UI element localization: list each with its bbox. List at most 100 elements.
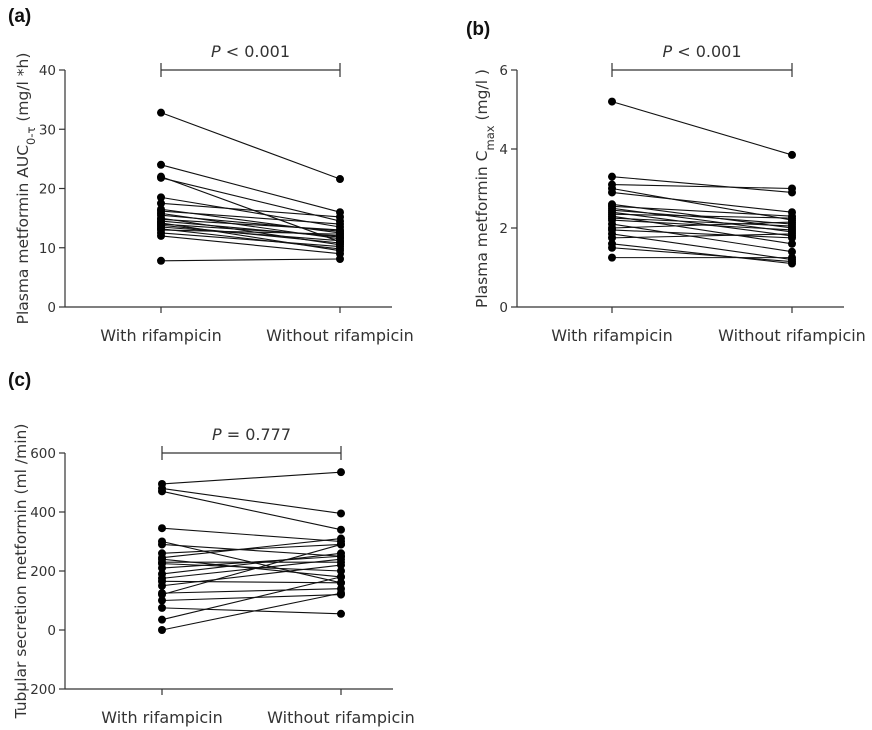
data-point-without-rifampicin	[788, 247, 796, 256]
data-point-with-rifampicin	[157, 231, 165, 240]
paired-line	[160, 177, 341, 222]
paired-line	[611, 233, 793, 261]
paired-line	[161, 588, 342, 594]
x-category-label: With rifampicin	[551, 326, 672, 345]
y-tick-label: 20	[39, 182, 56, 198]
y-tick-label: 6	[499, 63, 508, 79]
y-axis-label: Plasma metformin Cmax (mg/l )	[473, 69, 497, 308]
p-value-symbol: P	[662, 42, 672, 61]
y-axis-label: Tubular secretion metformin (ml /min)	[12, 424, 30, 720]
paired-line	[160, 176, 341, 243]
data-point-without-rifampicin	[336, 230, 344, 239]
data-point-with-rifampicin	[608, 188, 616, 197]
y-axis-label-main: Plasma metformin AUC	[14, 145, 32, 324]
p-value-label: P = 0.777	[212, 425, 291, 444]
y-tick-label: 0	[47, 623, 56, 639]
paired-line	[611, 221, 793, 229]
paired-line	[160, 112, 341, 180]
paired-line	[161, 558, 342, 579]
paired-line	[161, 490, 342, 531]
paired-line	[611, 191, 793, 213]
paired-line	[611, 101, 793, 156]
chart-panel-b: (b) 0 2 4 6 With rifampicin Without rifampicin…	[466, 19, 866, 345]
data-point-without-rifampicin	[337, 555, 345, 564]
paired-line	[160, 202, 341, 218]
paired-line	[611, 211, 793, 237]
paired-line	[161, 543, 342, 557]
data-point-without-rifampicin	[337, 509, 345, 518]
data-point-without-rifampicin	[337, 578, 345, 587]
data-point-with-rifampicin	[608, 172, 616, 181]
data-point-without-rifampicin	[337, 540, 345, 549]
data-point-with-rifampicin	[158, 615, 166, 624]
data-point-with-rifampicin	[158, 540, 166, 549]
paired-line	[161, 592, 342, 631]
paired-line	[161, 487, 342, 515]
paired-line	[161, 543, 342, 554]
panel-label: (b)	[466, 19, 490, 40]
data-point-without-rifampicin	[337, 534, 345, 543]
data-point-with-rifampicin	[158, 524, 166, 533]
x-category-label: Without rifampicin	[266, 326, 414, 345]
data-point-with-rifampicin	[157, 256, 165, 265]
paired-line	[161, 564, 342, 587]
data-point-with-rifampicin	[157, 193, 165, 202]
data-point-without-rifampicin	[788, 184, 796, 193]
paired-line	[611, 223, 793, 253]
data-point-with-rifampicin	[608, 243, 616, 252]
x-category-label: With rifampicin	[100, 326, 221, 345]
y-axis-label-subscript: max	[483, 125, 497, 150]
y-axis-label-unit: (mg/l *h)	[14, 53, 32, 127]
data-point-with-rifampicin	[608, 97, 616, 106]
data-point-with-rifampicin	[158, 590, 166, 599]
paired-line	[611, 233, 793, 239]
paired-line	[160, 218, 341, 231]
data-point-without-rifampicin	[337, 549, 345, 558]
data-point-with-rifampicin	[157, 199, 165, 208]
paired-line	[611, 209, 793, 225]
paired-line	[161, 552, 342, 575]
paired-line	[161, 594, 342, 602]
paired-line	[161, 576, 342, 621]
x-category-label: With rifampicin	[101, 708, 222, 727]
paired-line	[160, 258, 341, 262]
p-value-text: = 0.777	[222, 425, 291, 444]
y-tick-label: 4	[499, 142, 508, 158]
y-tick-label: 40	[39, 63, 56, 79]
p-value-label: P < 0.001	[662, 42, 741, 61]
data-point-without-rifampicin	[337, 609, 345, 618]
panel-label: (a)	[8, 6, 31, 27]
data-point-without-rifampicin	[788, 218, 796, 227]
data-point-without-rifampicin	[337, 567, 345, 575]
data-point-without-rifampicin	[788, 150, 796, 159]
data-point-with-rifampicin	[157, 173, 165, 182]
paired-line	[161, 607, 342, 615]
y-tick-label: 10	[39, 241, 56, 257]
paired-line	[160, 164, 341, 213]
paired-line	[161, 580, 342, 584]
data-point-without-rifampicin	[336, 236, 344, 245]
y-tick-label: 30	[39, 122, 56, 138]
data-point-with-rifampicin	[608, 253, 616, 262]
data-point-with-rifampicin	[157, 108, 165, 117]
paired-line	[160, 210, 341, 225]
paired-line	[611, 243, 793, 265]
paired-line	[161, 563, 342, 572]
paired-line	[611, 213, 793, 219]
x-category-label: Without rifampicin	[267, 708, 415, 727]
y-axis-label: Plasma metformin AUC0-τ (mg/l *h)	[14, 53, 38, 325]
y-axis-label-unit: (mg/l )	[473, 69, 491, 125]
data-point-with-rifampicin	[158, 564, 166, 573]
p-value-text: < 0.001	[221, 42, 290, 61]
data-point-without-rifampicin	[337, 561, 345, 570]
paired-line	[161, 527, 342, 543]
chart-panel-a: (a) 0 10 20 30 40 With rifampicin Without rifam…	[8, 6, 414, 345]
x-category-label: Without rifampicin	[718, 326, 866, 345]
paired-line	[160, 222, 341, 252]
paired-line	[160, 232, 341, 248]
data-point-with-rifampicin	[158, 581, 166, 590]
chart-panel-c: (c) −200 0 200 400 600 With rifampicin Without …	[8, 370, 415, 727]
p-value-symbol: P	[211, 42, 221, 61]
data-point-with-rifampicin	[158, 596, 166, 605]
data-point-without-rifampicin	[788, 253, 796, 262]
